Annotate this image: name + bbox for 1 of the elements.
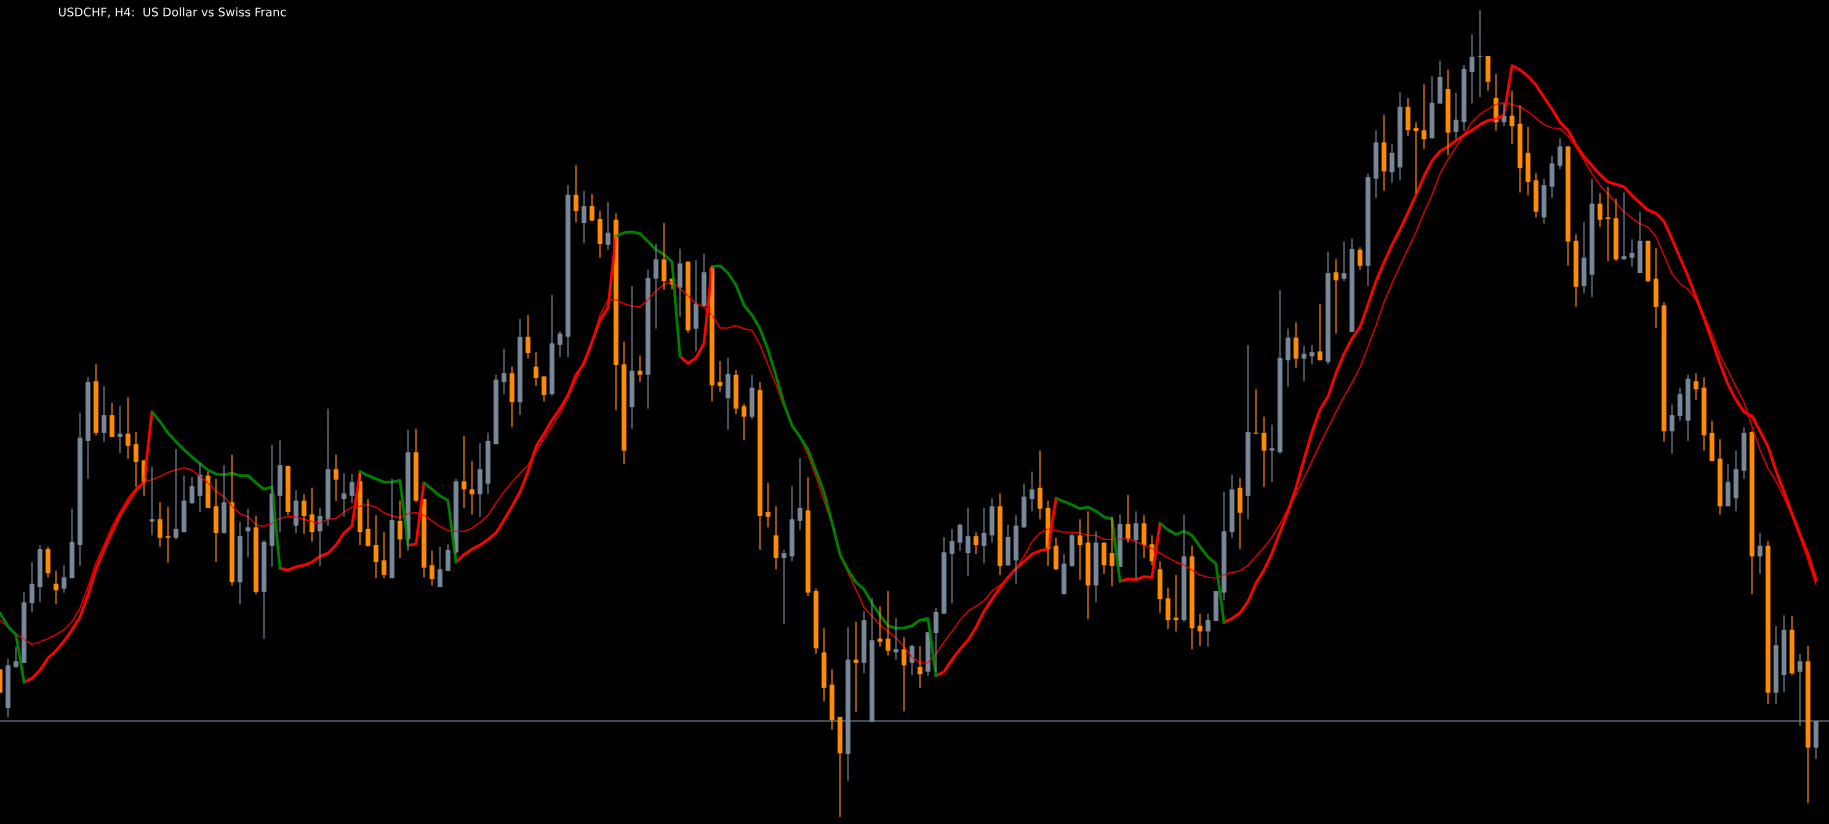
chart-title: USDCHF, H4: US Dollar vs Swiss Franc	[59, 7, 286, 18]
